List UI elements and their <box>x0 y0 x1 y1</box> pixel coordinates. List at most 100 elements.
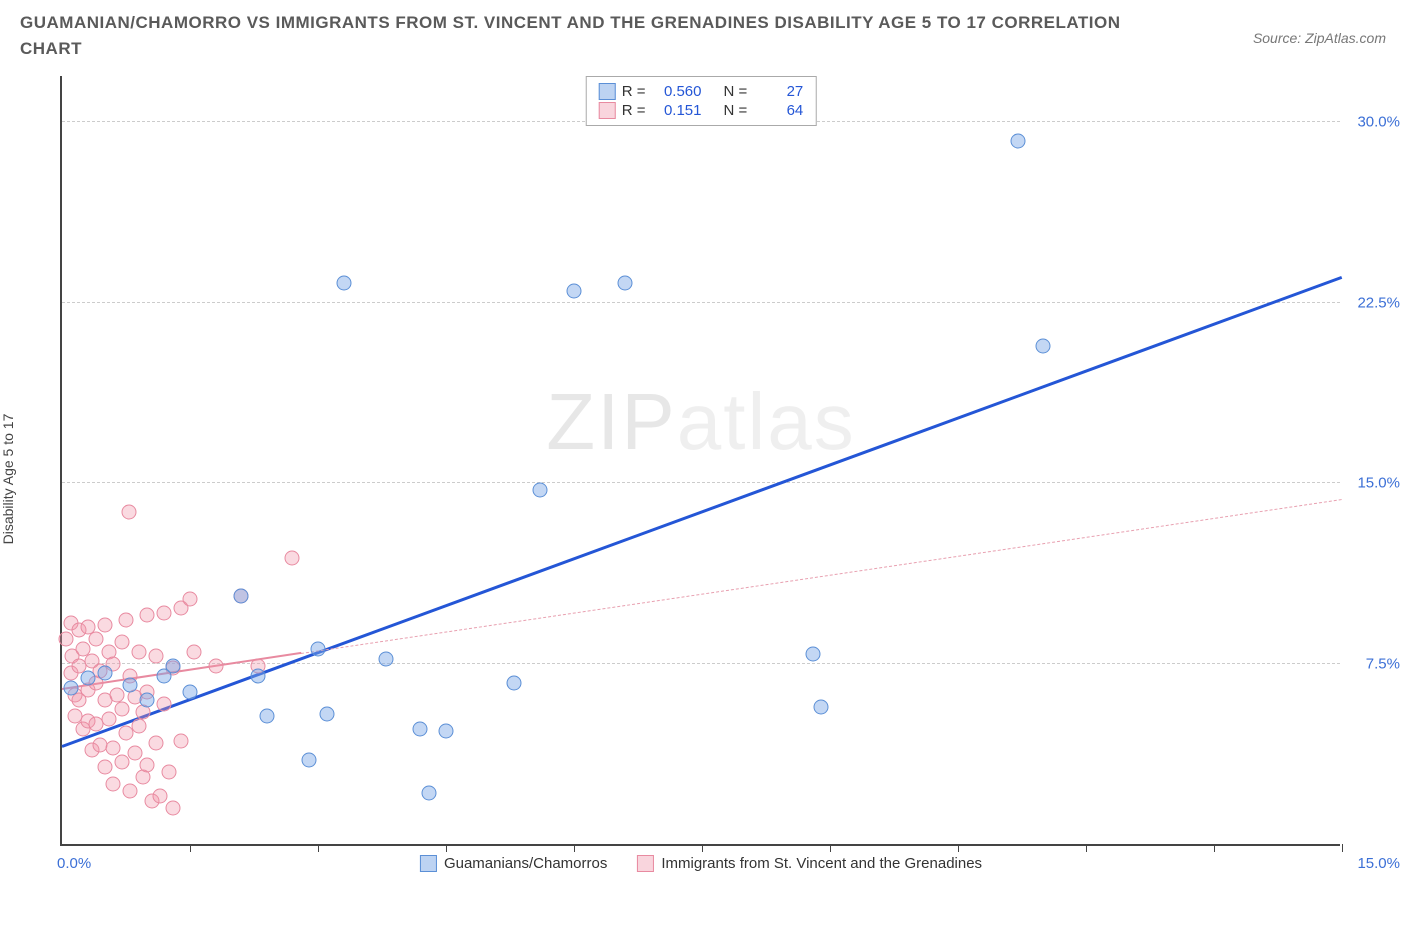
data-point <box>507 675 522 690</box>
x-tick <box>574 844 575 852</box>
x-axis-min-label: 0.0% <box>57 855 91 872</box>
trend-line <box>301 499 1342 654</box>
data-point <box>123 784 138 799</box>
x-tick <box>702 844 703 852</box>
data-point <box>208 658 223 673</box>
data-point <box>618 276 633 291</box>
legend-item-blue: Guamanians/Chamorros <box>420 855 607 872</box>
x-tick <box>190 844 191 852</box>
data-point <box>421 786 436 801</box>
data-point <box>336 276 351 291</box>
data-point <box>413 721 428 736</box>
r-value-blue: 0.560 <box>652 83 702 100</box>
r-value-pink: 0.151 <box>652 102 702 119</box>
data-point <box>110 687 125 702</box>
data-point <box>165 658 180 673</box>
data-point <box>183 685 198 700</box>
stats-row-pink: R = 0.151 N = 64 <box>599 101 804 120</box>
data-point <box>114 634 129 649</box>
swatch-pink-icon <box>599 102 616 119</box>
y-tick-label: 30.0% <box>1357 114 1400 131</box>
data-point <box>183 591 198 606</box>
data-point <box>157 697 172 712</box>
x-tick <box>1086 844 1087 852</box>
data-point <box>187 644 202 659</box>
data-point <box>234 589 249 604</box>
gridline <box>62 302 1340 303</box>
chart-container: Disability Age 5 to 17 ZIPatlas R = 0.56… <box>20 66 1386 876</box>
chart-title: GUAMANIAN/CHAMORRO VS IMMIGRANTS FROM ST… <box>20 10 1170 61</box>
n-label: N = <box>724 83 748 100</box>
data-point <box>165 800 180 815</box>
data-point <box>80 670 95 685</box>
data-point <box>161 764 176 779</box>
r-label: R = <box>622 102 646 119</box>
data-point <box>106 776 121 791</box>
n-label: N = <box>724 102 748 119</box>
n-value-pink: 64 <box>753 102 803 119</box>
data-point <box>1010 134 1025 149</box>
r-label: R = <box>622 83 646 100</box>
data-point <box>1036 338 1051 353</box>
data-point <box>140 608 155 623</box>
data-point <box>106 740 121 755</box>
source-attribution: Source: ZipAtlas.com <box>1253 30 1386 46</box>
legend-item-pink: Immigrants from St. Vincent and the Gren… <box>637 855 982 872</box>
legend-label-pink: Immigrants from St. Vincent and the Gren… <box>661 855 982 872</box>
bottom-legend: Guamanians/Chamorros Immigrants from St.… <box>420 855 982 872</box>
data-point <box>148 649 163 664</box>
data-point <box>127 745 142 760</box>
swatch-pink-icon <box>637 855 654 872</box>
x-tick <box>1342 844 1343 852</box>
data-point <box>153 788 168 803</box>
data-point <box>140 692 155 707</box>
data-point <box>251 668 266 683</box>
data-point <box>97 618 112 633</box>
plot-area: ZIPatlas R = 0.560 N = 27 R = 0.151 N = … <box>60 76 1340 846</box>
data-point <box>814 699 829 714</box>
y-tick-label: 15.0% <box>1357 475 1400 492</box>
data-point <box>121 504 136 519</box>
data-point <box>805 646 820 661</box>
data-point <box>319 707 334 722</box>
data-point <box>123 678 138 693</box>
data-point <box>174 733 189 748</box>
data-point <box>119 613 134 628</box>
data-point <box>567 283 582 298</box>
data-point <box>285 550 300 565</box>
x-axis-max-label: 15.0% <box>1357 855 1400 872</box>
legend-label-blue: Guamanians/Chamorros <box>444 855 607 872</box>
watermark: ZIPatlas <box>546 376 855 468</box>
data-point <box>379 651 394 666</box>
data-point <box>114 755 129 770</box>
x-tick <box>1214 844 1215 852</box>
data-point <box>439 723 454 738</box>
swatch-blue-icon <box>599 83 616 100</box>
x-tick <box>318 844 319 852</box>
data-point <box>114 702 129 717</box>
data-point <box>101 711 116 726</box>
data-point <box>97 760 112 775</box>
data-point <box>259 709 274 724</box>
watermark-main: ZIP <box>546 377 676 466</box>
x-tick <box>446 844 447 852</box>
stats-row-blue: R = 0.560 N = 27 <box>599 82 804 101</box>
x-tick <box>958 844 959 852</box>
data-point <box>97 666 112 681</box>
data-point <box>532 483 547 498</box>
gridline <box>62 482 1340 483</box>
data-point <box>131 719 146 734</box>
data-point <box>157 606 172 621</box>
y-tick-label: 7.5% <box>1366 655 1400 672</box>
data-point <box>140 757 155 772</box>
n-value-blue: 27 <box>753 83 803 100</box>
stats-legend-box: R = 0.560 N = 27 R = 0.151 N = 64 <box>586 76 817 126</box>
data-point <box>311 642 326 657</box>
watermark-sub: atlas <box>677 377 856 466</box>
y-tick-label: 22.5% <box>1357 294 1400 311</box>
data-point <box>89 632 104 647</box>
y-axis-label: Disability Age 5 to 17 <box>0 414 16 545</box>
data-point <box>148 735 163 750</box>
swatch-blue-icon <box>420 855 437 872</box>
data-point <box>302 752 317 767</box>
